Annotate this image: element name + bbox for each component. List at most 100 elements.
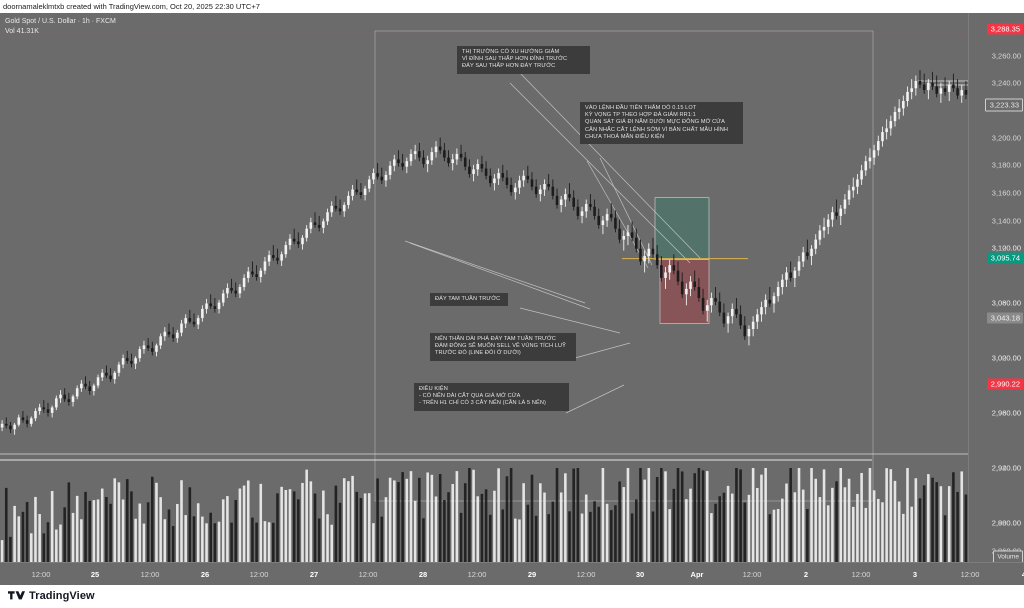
candle-body <box>447 157 450 164</box>
volume-bar <box>188 487 192 571</box>
note-entry-plan[interactable]: VÀO LỆNH ĐẦU TIÊN THĂM DÒ 0.15 LOT KỲ VỌ… <box>580 102 743 145</box>
trend-line[interactable] <box>574 342 631 359</box>
time-tick: 29 <box>527 570 537 579</box>
candle-body <box>697 287 701 298</box>
price-pill-gray[interactable]: 3,043.18 <box>986 312 1023 324</box>
candle-body <box>234 290 238 294</box>
volume-bar <box>785 483 788 571</box>
trend-line[interactable] <box>509 82 691 264</box>
price-axis[interactable]: 3,260.00 3,240.00 3,200.00 3,180.00 3,160.00… <box>968 13 1024 585</box>
volume-bar <box>455 471 459 571</box>
candle-body <box>902 101 905 109</box>
candle-body <box>722 312 726 324</box>
trend-line[interactable] <box>586 160 649 269</box>
volume-bar <box>806 509 809 571</box>
candle-body <box>150 348 154 352</box>
volume-bar <box>355 491 359 571</box>
volume-bar <box>630 513 634 571</box>
trend-line[interactable] <box>519 72 701 259</box>
candle-body <box>121 358 125 365</box>
candle-body <box>230 287 233 291</box>
candle-body <box>376 173 379 177</box>
candle-body <box>167 331 171 335</box>
note-downtrend[interactable]: THỊ TRƯỜNG CÓ XU HƯỚNG GIẢM VÌ ĐỈNH SAU … <box>457 46 590 74</box>
volume-bar <box>334 485 338 571</box>
volume-bar <box>372 523 375 571</box>
volume-bar <box>526 504 530 571</box>
volume-bar <box>576 468 580 571</box>
volume-bar <box>693 473 697 571</box>
candle-body <box>730 308 734 317</box>
volume-bar <box>764 468 767 571</box>
candle-body <box>418 151 421 158</box>
candle-body <box>584 204 588 212</box>
volume-bar <box>376 478 379 571</box>
price-tick: 3,200.00 <box>991 133 1021 143</box>
candle-body <box>29 418 33 424</box>
volume-bar <box>789 468 792 571</box>
time-tick: 12:00 <box>851 570 871 579</box>
time-tick: 27 <box>309 570 319 579</box>
volume-bar <box>347 481 350 571</box>
volume-bar <box>176 503 179 571</box>
volume-bar <box>34 496 37 571</box>
candle-body <box>576 206 580 216</box>
price-pill-green[interactable]: 3,095.74 <box>986 252 1023 264</box>
candle-body <box>480 163 484 169</box>
volume-label[interactable]: Volume <box>993 550 1023 564</box>
time-axis[interactable]: 12:00 25 12:00 26 12:00 27 12:00 28 12:00 29 12:00… <box>0 562 1024 585</box>
candle-body <box>739 314 742 326</box>
price-pill-last[interactable]: 3,288.35 <box>986 23 1023 35</box>
trend-line[interactable] <box>404 240 586 304</box>
candle-body <box>826 219 830 227</box>
volume-bar <box>397 482 400 571</box>
note-three-week-low[interactable]: ĐÁY TAM TUẦN TRƯỚC <box>430 293 508 307</box>
volume-bar <box>885 468 888 571</box>
price-tick: 3,180.00 <box>991 160 1021 170</box>
trend-line[interactable] <box>519 307 621 334</box>
trend-line[interactable] <box>565 384 625 414</box>
price-pill-bid[interactable]: 3,223.33 <box>984 98 1023 112</box>
volume-bar <box>818 497 822 571</box>
volume-bar <box>205 523 208 571</box>
candle-body <box>359 192 363 195</box>
candle-body <box>468 166 471 174</box>
volume-bar <box>647 468 651 571</box>
candle-body <box>4 423 8 426</box>
candle-body <box>238 287 242 294</box>
long-profit-zone[interactable] <box>654 197 710 260</box>
trend-line[interactable] <box>409 242 591 310</box>
candle-body <box>84 383 87 387</box>
volume-bar <box>201 516 204 571</box>
candle-body <box>680 281 684 295</box>
candle-body <box>59 394 62 399</box>
candle-body <box>380 176 384 181</box>
volume-bar <box>438 474 442 571</box>
price-pill-last[interactable]: 2,990.22 <box>986 378 1023 390</box>
volume-bar <box>55 529 58 571</box>
candle-body <box>547 184 550 187</box>
volume-bar <box>914 478 918 571</box>
note-conditions[interactable]: ĐIỀU KIỆN - CÓ NẾN DÀI CẮT QUA GIÁ MỞ CỬ… <box>414 383 569 411</box>
volume-bar <box>271 522 275 571</box>
volume-bar <box>146 502 150 571</box>
volume-bar <box>835 481 838 571</box>
candle-body <box>630 232 634 238</box>
price-tick: 3,140.00 <box>991 216 1021 226</box>
candle-body <box>338 208 342 212</box>
volume-bar <box>125 479 129 571</box>
trend-line[interactable] <box>599 157 653 266</box>
candle-body <box>776 287 780 297</box>
candle-body <box>580 211 584 216</box>
candle-body <box>138 349 142 359</box>
chart-surface[interactable]: Gold Spot / U.S. Dollar · 1h · FXCM Vol … <box>0 13 1024 585</box>
volume-bar <box>105 497 108 571</box>
short-stop-zone[interactable] <box>659 259 710 324</box>
candle-body <box>221 293 225 303</box>
volume-bar <box>851 506 855 571</box>
candle-body <box>263 261 267 271</box>
volume-bar <box>405 478 409 571</box>
note-breakdown[interactable]: NẾN THÂN DÀI PHÁ ĐÁY TAM TUẦN TRƯỚC ĐÁM … <box>430 333 576 361</box>
plot-area[interactable] <box>0 13 968 585</box>
volume-bar <box>935 482 939 571</box>
